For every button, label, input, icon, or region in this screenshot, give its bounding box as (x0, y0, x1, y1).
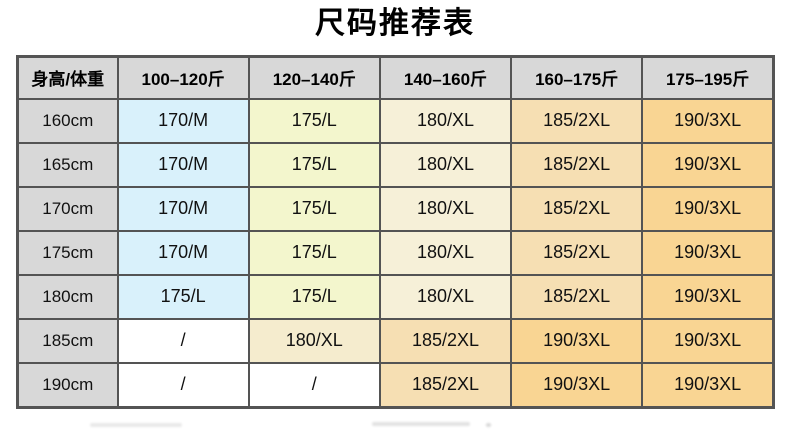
height-cell: 185cm (16, 317, 119, 364)
size-table-header: 身高/体重 100–120斤 120–140斤 140–160斤 160–175… (16, 55, 775, 100)
size-table-body: 160cm 170/M 175/L 180/XL 185/2XL 190/3XL… (16, 97, 775, 409)
size-cell: 175/L (116, 273, 250, 320)
size-cell: 180/XL (378, 229, 513, 276)
size-cell: 190/3XL (510, 361, 644, 409)
size-cell: 180/XL (378, 97, 513, 144)
size-cell: 185/2XL (510, 97, 644, 144)
height-cell: 180cm (16, 273, 119, 320)
header-cell-weight-1: 100–120斤 (116, 55, 250, 100)
cropped-text-artifact (486, 423, 491, 427)
header-row: 身高/体重 100–120斤 120–140斤 140–160斤 160–175… (16, 55, 775, 100)
table-row-170cm: 170cm 170/M 175/L 180/XL 185/2XL 190/3XL (16, 185, 775, 232)
size-cell: 185/2XL (378, 361, 513, 409)
cropped-text-artifact (372, 422, 470, 426)
header-cell-weight-5: 175–195斤 (641, 55, 775, 100)
size-cell: 175/L (247, 229, 381, 276)
size-cell: 190/3XL (641, 141, 775, 188)
size-cell: 185/2XL (510, 229, 644, 276)
size-cell: 175/L (247, 141, 381, 188)
size-cell: 170/M (116, 185, 250, 232)
table-row-180cm: 180cm 175/L 175/L 180/XL 185/2XL 190/3XL (16, 273, 775, 320)
header-cell-weight-4: 160–175斤 (510, 55, 644, 100)
size-cell: 175/L (247, 97, 381, 144)
size-cell: / (247, 361, 381, 409)
size-cell: 190/3XL (641, 229, 775, 276)
height-cell: 190cm (16, 361, 119, 409)
table-row-190cm: 190cm / / 185/2XL 190/3XL 190/3XL (16, 361, 775, 409)
height-cell: 165cm (16, 141, 119, 188)
size-cell: 185/2XL (510, 141, 644, 188)
size-cell: 170/M (116, 229, 250, 276)
size-cell: 190/3XL (641, 361, 775, 409)
size-cell: 190/3XL (641, 185, 775, 232)
size-cell: 185/2XL (510, 273, 644, 320)
size-table: 身高/体重 100–120斤 120–140斤 140–160斤 160–175… (16, 55, 775, 409)
table-row-185cm: 185cm / 180/XL 185/2XL 190/3XL 190/3XL (16, 317, 775, 364)
table-row-175cm: 175cm 170/M 175/L 180/XL 185/2XL 190/3XL (16, 229, 775, 276)
header-cell-height-weight: 身高/体重 (16, 55, 119, 100)
size-cell: 190/3XL (641, 97, 775, 144)
height-cell: 170cm (16, 185, 119, 232)
table-row-160cm: 160cm 170/M 175/L 180/XL 185/2XL 190/3XL (16, 97, 775, 144)
height-cell: 160cm (16, 97, 119, 144)
size-cell: 175/L (247, 273, 381, 320)
header-cell-weight-3: 140–160斤 (378, 55, 513, 100)
size-cell: 180/XL (378, 141, 513, 188)
size-cell: 185/2XL (378, 317, 513, 364)
cropped-text-artifact (90, 423, 182, 427)
size-cell: 190/3XL (641, 273, 775, 320)
size-cell: / (116, 361, 250, 409)
page-title: 尺码推荐表 (315, 7, 475, 40)
table-row-165cm: 165cm 170/M 175/L 180/XL 185/2XL 190/3XL (16, 141, 775, 188)
size-cell: 170/M (116, 141, 250, 188)
size-cell: 190/3XL (641, 317, 775, 364)
height-cell: 175cm (16, 229, 119, 276)
size-cell: 175/L (247, 185, 381, 232)
header-cell-weight-2: 120–140斤 (247, 55, 381, 100)
size-cell: 180/XL (378, 185, 513, 232)
size-cell: 190/3XL (510, 317, 644, 364)
size-cell: 180/XL (378, 273, 513, 320)
size-cell: / (116, 317, 250, 364)
size-cell: 185/2XL (510, 185, 644, 232)
size-cell: 170/M (116, 97, 250, 144)
size-cell: 180/XL (247, 317, 381, 364)
